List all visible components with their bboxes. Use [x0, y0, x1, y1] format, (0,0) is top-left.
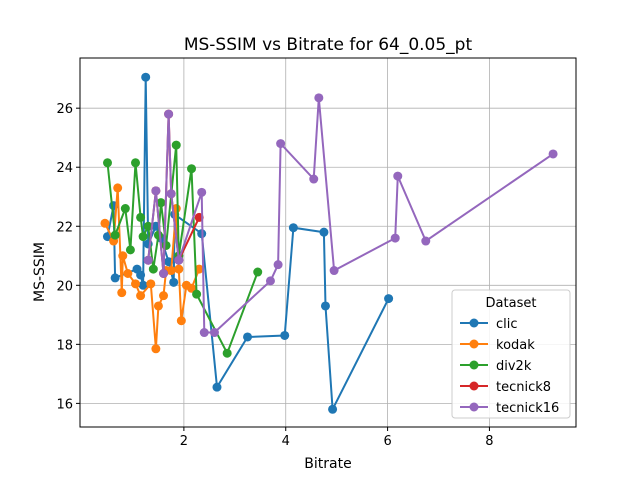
data-point-clic [138, 280, 148, 290]
y-tick-label: 20 [56, 279, 73, 294]
data-point-div2k [222, 348, 232, 358]
data-point-kodak [151, 344, 161, 354]
data-point-kodak [176, 316, 186, 326]
data-point-tecnick16 [174, 255, 184, 265]
y-tick-label: 24 [56, 161, 73, 176]
y-tick-label: 16 [56, 397, 73, 412]
data-point-div2k [136, 212, 146, 222]
data-point-clic [320, 301, 330, 311]
data-point-kodak [118, 251, 128, 261]
data-point-tecnick16 [309, 174, 319, 184]
data-point-div2k [253, 267, 263, 277]
data-point-tecnick16 [393, 171, 403, 181]
legend: Dataset clic kodak div2k tecnick8 tecnick16 [451, 289, 571, 419]
x-tick-label: 4 [282, 434, 290, 449]
data-point-kodak [136, 291, 146, 301]
data-point-kodak [100, 218, 110, 228]
legend-title: Dataset [486, 296, 537, 311]
data-point-div2k [192, 289, 202, 299]
series-tecnick16 [143, 93, 558, 338]
data-point-clic [319, 227, 329, 237]
data-point-div2k [171, 140, 181, 150]
data-point-clic [288, 223, 298, 233]
x-tick-label: 2 [180, 434, 188, 449]
legend-label-clic: clic [496, 317, 518, 332]
data-point-div2k [125, 245, 135, 255]
data-series [100, 72, 558, 414]
data-point-clic [243, 332, 253, 342]
y-tick-label: 18 [56, 338, 73, 353]
data-point-clic [280, 330, 290, 340]
data-point-tecnick16 [166, 189, 176, 199]
data-point-div2k [102, 158, 112, 168]
chart-title: MS-SSIM vs Bitrate for 64_0.05_pt [184, 35, 473, 55]
data-point-div2k [120, 204, 130, 214]
x-axis-label: Bitrate [304, 456, 351, 472]
legend-marker-tecnick8 [469, 381, 479, 391]
data-point-kodak [131, 279, 141, 289]
data-point-clic [141, 72, 151, 82]
data-point-div2k [131, 158, 141, 168]
legend-label-tecnick16: tecnick16 [496, 401, 559, 416]
data-point-kodak [166, 266, 176, 276]
data-point-clic [212, 382, 222, 392]
data-point-tecnick16 [390, 233, 400, 243]
legend-label-tecnick8: tecnick8 [496, 380, 551, 395]
y-axis-label: MS-SSIM [32, 242, 48, 302]
data-point-kodak [187, 283, 197, 293]
y-tick-label: 26 [56, 102, 73, 117]
legend-marker-tecnick16 [469, 402, 479, 412]
x-tick-label: 8 [485, 434, 493, 449]
legend-label-kodak: kodak [496, 338, 535, 353]
data-point-tecnick16 [276, 139, 286, 149]
data-point-kodak [153, 301, 163, 311]
data-point-div2k [138, 232, 148, 242]
data-point-tecnick16 [159, 268, 169, 278]
data-point-tecnick16 [329, 266, 339, 276]
legend-marker-kodak [469, 339, 479, 349]
x-tick-label: 6 [383, 434, 391, 449]
data-point-tecnick16 [314, 93, 324, 103]
data-point-tecnick16 [151, 186, 161, 196]
data-point-div2k [156, 198, 166, 208]
plot-frame [79, 57, 577, 428]
legend-marker-div2k [469, 360, 479, 370]
data-point-div2k [161, 240, 171, 250]
series-div2k [102, 140, 263, 358]
data-point-tecnick16 [197, 187, 207, 197]
data-point-clic [169, 277, 179, 287]
data-point-kodak [123, 268, 133, 278]
data-point-tecnick16 [164, 109, 174, 119]
data-point-kodak [146, 279, 156, 289]
data-point-tecnick16 [209, 328, 219, 338]
legend-label-div2k: div2k [496, 359, 532, 374]
series-kodak [100, 183, 204, 354]
data-point-div2k [143, 221, 153, 231]
data-point-div2k [110, 230, 120, 240]
series-line-div2k [106, 144, 259, 356]
series-line-kodak [104, 187, 201, 349]
data-point-tecnick16 [143, 255, 153, 265]
data-point-clic [110, 273, 120, 283]
data-point-kodak [194, 264, 204, 274]
data-point-tecnick16 [273, 260, 283, 270]
data-point-kodak [174, 264, 184, 274]
data-point-clic [328, 404, 338, 414]
legend-marker-clic [469, 318, 479, 328]
data-point-kodak [117, 288, 127, 298]
data-point-kodak [113, 183, 123, 193]
y-tick-label: 22 [56, 220, 73, 235]
data-point-tecnick16 [265, 276, 275, 286]
data-point-kodak [159, 291, 169, 301]
data-point-clic [384, 294, 394, 304]
data-point-tecnick16 [548, 149, 558, 159]
data-point-div2k [148, 264, 158, 274]
data-point-div2k [153, 230, 163, 240]
data-point-div2k [187, 164, 197, 174]
data-point-clic [136, 270, 146, 280]
data-point-tecnick16 [421, 236, 431, 246]
data-point-tecnick16 [199, 328, 209, 338]
